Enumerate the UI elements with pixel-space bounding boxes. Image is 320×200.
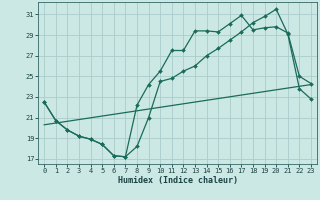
X-axis label: Humidex (Indice chaleur): Humidex (Indice chaleur): [118, 176, 238, 185]
